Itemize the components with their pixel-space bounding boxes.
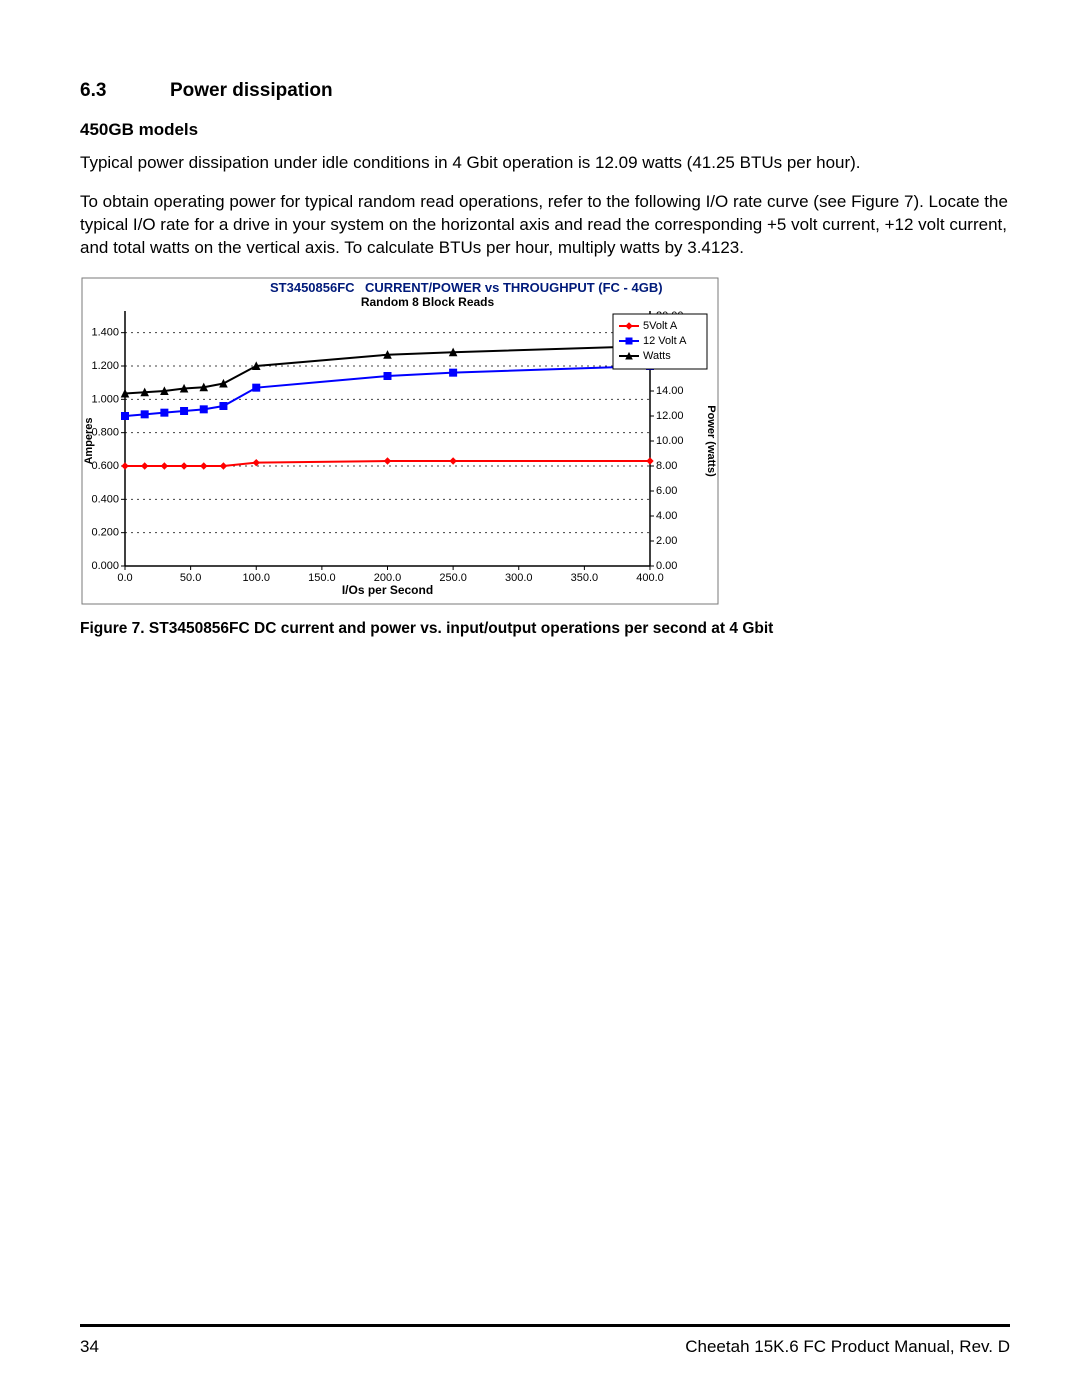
- page-number: 34: [80, 1337, 99, 1357]
- svg-text:6.00: 6.00: [656, 485, 677, 497]
- svg-text:5Volt A: 5Volt A: [643, 320, 678, 332]
- svg-text:8.00: 8.00: [656, 460, 677, 472]
- doc-title: Cheetah 15K.6 FC Product Manual, Rev. D: [685, 1337, 1010, 1357]
- svg-text:Amperes: Amperes: [83, 417, 95, 464]
- svg-text:I/Os per Second: I/Os per Second: [342, 583, 433, 597]
- svg-text:0.200: 0.200: [91, 526, 119, 538]
- svg-text:Power (watts): Power (watts): [705, 405, 717, 477]
- svg-text:Random 8 Block Reads: Random 8 Block Reads: [361, 295, 495, 309]
- svg-text:250.0: 250.0: [439, 572, 467, 584]
- svg-text:4.00: 4.00: [656, 510, 677, 522]
- footer-rule: [80, 1324, 1010, 1327]
- svg-text:12.00: 12.00: [656, 410, 684, 422]
- figure-caption: Figure 7. ST3450856FC DC current and pow…: [80, 620, 1010, 638]
- svg-text:1.400: 1.400: [91, 326, 119, 338]
- paragraph-2: To obtain operating power for typical ra…: [80, 191, 1010, 260]
- svg-text:0.0: 0.0: [117, 572, 132, 584]
- svg-text:100.0: 100.0: [242, 572, 270, 584]
- svg-text:300.0: 300.0: [505, 572, 533, 584]
- svg-text:400.0: 400.0: [636, 572, 664, 584]
- section-title: Power dissipation: [170, 80, 333, 101]
- svg-text:14.00: 14.00: [656, 385, 684, 397]
- svg-text:0.800: 0.800: [91, 426, 119, 438]
- svg-text:CURRENT/POWER vs THROUGHPUT (F: CURRENT/POWER vs THROUGHPUT (FC - 4GB): [365, 280, 663, 295]
- chart-svg: ST3450856FC CURRENT/POWER vs THROUGHPUT (…: [80, 276, 720, 606]
- footer-row: 34 Cheetah 15K.6 FC Product Manual, Rev.…: [80, 1337, 1010, 1357]
- svg-text:0.400: 0.400: [91, 493, 119, 505]
- svg-text:2.00: 2.00: [656, 535, 677, 547]
- section-subtitle: 450GB models: [80, 120, 1010, 140]
- svg-text:12 Volt A: 12 Volt A: [643, 335, 687, 347]
- page-footer: 34 Cheetah 15K.6 FC Product Manual, Rev.…: [80, 1324, 1010, 1357]
- section-number: 6.3: [80, 80, 170, 102]
- paragraph-1: Typical power dissipation under idle con…: [80, 152, 1010, 175]
- section-heading: 6.3Power dissipation: [80, 80, 1010, 102]
- svg-text:1.200: 1.200: [91, 360, 119, 372]
- svg-text:0.000: 0.000: [91, 560, 119, 572]
- svg-text:Watts: Watts: [643, 350, 671, 362]
- power-chart: ST3450856FC CURRENT/POWER vs THROUGHPUT (…: [80, 276, 720, 606]
- svg-text:ST3450856FC: ST3450856FC: [270, 280, 355, 295]
- svg-text:0.00: 0.00: [656, 560, 677, 572]
- svg-text:150.0: 150.0: [308, 572, 336, 584]
- svg-text:50.0: 50.0: [180, 572, 201, 584]
- svg-text:0.600: 0.600: [91, 460, 119, 472]
- svg-text:1.000: 1.000: [91, 393, 119, 405]
- svg-text:350.0: 350.0: [571, 572, 599, 584]
- page: 6.3Power dissipation 450GB models Typica…: [0, 0, 1080, 1397]
- svg-text:10.00: 10.00: [656, 435, 684, 447]
